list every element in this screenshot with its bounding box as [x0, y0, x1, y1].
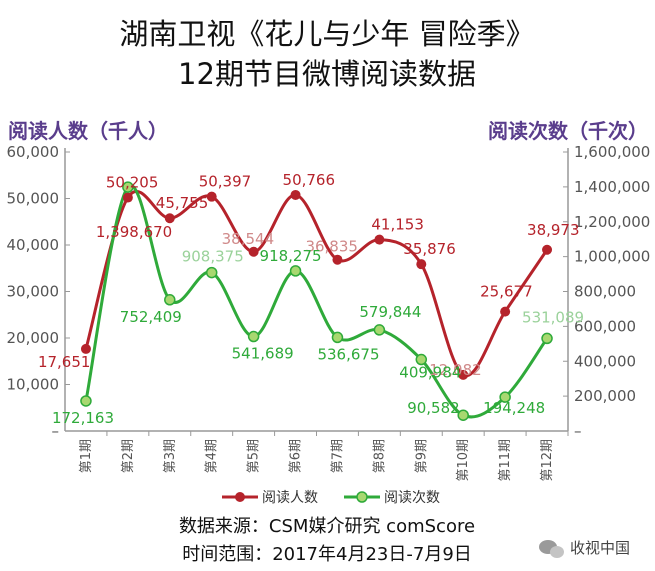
data-label-times: 194,248	[483, 399, 545, 417]
point-people	[164, 213, 175, 224]
x-tick-label: 第4期	[205, 439, 220, 473]
right-tick-label: 1,600,000	[574, 143, 650, 161]
point-times	[80, 395, 92, 407]
x-tick-label: 第10期	[456, 439, 471, 482]
x-tick-label: 第7期	[330, 439, 345, 473]
right-tick-label: 1,400,000	[574, 178, 650, 196]
x-tick-label: 第8期	[372, 439, 387, 473]
point-times	[457, 409, 469, 421]
data-label-people: 50,766	[283, 171, 336, 189]
point-people	[542, 244, 553, 255]
x-tick-label: 第6期	[289, 439, 304, 473]
source-line: 数据来源：CSM媒介研究 comScore	[179, 516, 475, 537]
right-tick-label: 400,000	[574, 352, 636, 370]
point-times	[122, 181, 134, 193]
right-tick-label: 1,200,000	[574, 213, 650, 231]
chart-title-line2: 12期节目微博阅读数据	[178, 57, 476, 91]
data-label-people: 50,397	[199, 173, 252, 191]
data-label-people: 25,677	[480, 283, 533, 301]
right-tick-label: 800,000	[574, 283, 636, 301]
point-people	[374, 234, 385, 245]
left-tick-label: –	[52, 422, 60, 440]
point-times	[541, 332, 553, 345]
left-axis-title: 阅读人数（千人）	[8, 119, 168, 143]
data-label-times: 409,984	[399, 364, 461, 382]
point-people	[416, 259, 427, 270]
date-range-line: 时间范围：2017年4月23日-7月9日	[182, 544, 472, 565]
right-tick-label: 1,000,000	[574, 248, 650, 266]
right-axis-title: 阅读次数（千次）	[488, 119, 648, 143]
right-axis-ticks: 1,600,000 1,400,000 1,200,000 1,000,000 800,…	[563, 143, 650, 440]
left-tick-label: 10,000	[7, 376, 60, 394]
point-people	[290, 189, 301, 200]
series-line-times	[84, 183, 549, 419]
x-tick-label: 第3期	[163, 439, 178, 473]
data-label-times: 536,675	[317, 345, 379, 363]
point-people	[500, 306, 511, 317]
legend-label-times: 阅读次数	[384, 489, 440, 506]
data-label-people: 17,651	[38, 353, 90, 371]
wechat-icon	[539, 540, 564, 558]
x-tick-label: 第12期	[540, 439, 555, 482]
watermark: 收视中国	[539, 539, 630, 558]
legend-label-people: 阅读人数	[262, 489, 318, 506]
point-times	[164, 294, 176, 306]
legend-marker-people	[235, 492, 245, 502]
legend-marker-times	[356, 491, 368, 503]
left-tick-label: 50,000	[7, 190, 60, 208]
point-times	[499, 391, 511, 403]
x-tick-label: 第1期	[79, 439, 94, 473]
data-label-people: 12,082	[429, 361, 482, 379]
chart-title-line1: 湖南卫视《花儿与少年 冒险季》	[119, 17, 534, 51]
data-label-times: 541,689	[232, 345, 294, 363]
watermark-text: 收视中国	[570, 539, 630, 557]
data-label-people: 50,205	[106, 174, 159, 192]
left-axis-ticks: 60,000 50,000 40,000 30,000 20,000 10,000 –	[7, 143, 70, 440]
point-times	[331, 331, 344, 344]
x-tick-label: 第2期	[121, 439, 136, 473]
data-labels: 17,651 50,205 45,755 50,397 38,544 50,766 36,8…	[38, 171, 584, 427]
data-label-times: 918,275	[260, 247, 322, 265]
data-label-times: 1,398,670	[96, 223, 172, 241]
data-label-times: 908,375	[182, 248, 244, 266]
point-times	[415, 353, 428, 366]
point-people	[122, 192, 133, 203]
x-tick-label: 第9期	[414, 439, 429, 473]
data-label-people: 41,153	[371, 216, 424, 234]
data-label-people: 38,973	[527, 221, 580, 239]
right-tick-label: 600,000	[574, 317, 636, 335]
data-label-people: 38,544	[222, 230, 275, 248]
data-label-people: 35,876	[403, 240, 456, 258]
data-label-times: 531,089	[522, 308, 584, 326]
point-people	[80, 343, 91, 354]
point-times	[289, 265, 302, 277]
point-people	[332, 254, 343, 265]
data-label-times: 752,409	[120, 308, 182, 326]
point-people	[206, 191, 217, 202]
point-times	[205, 266, 218, 279]
point-times	[247, 330, 260, 343]
left-tick-label: 20,000	[7, 329, 60, 347]
series-layer	[80, 181, 553, 421]
x-axis-ticks: 第1期 第2期 第3期 第4期 第5期 第6期 第7期 第8期 第9期 第10期 第11期 第12期	[79, 431, 569, 482]
data-label-people: 36,835	[305, 238, 358, 256]
left-tick-label: 60,000	[7, 143, 60, 161]
data-label-people: 45,755	[156, 194, 209, 212]
data-label-times: 90,582	[407, 399, 460, 417]
right-tick-label: –	[574, 422, 582, 440]
point-people	[248, 246, 259, 257]
left-tick-label: 40,000	[7, 236, 60, 254]
point-people	[458, 369, 469, 380]
data-label-times: 172,163	[52, 409, 114, 427]
point-times	[373, 324, 386, 336]
right-tick-label: 200,000	[574, 387, 636, 405]
data-label-times: 579,844	[359, 303, 421, 321]
x-tick-label: 第5期	[247, 439, 262, 473]
x-tick-label: 第11期	[498, 439, 513, 482]
legend: 阅读人数 阅读次数	[222, 489, 440, 506]
left-tick-label: 30,000	[7, 283, 60, 301]
